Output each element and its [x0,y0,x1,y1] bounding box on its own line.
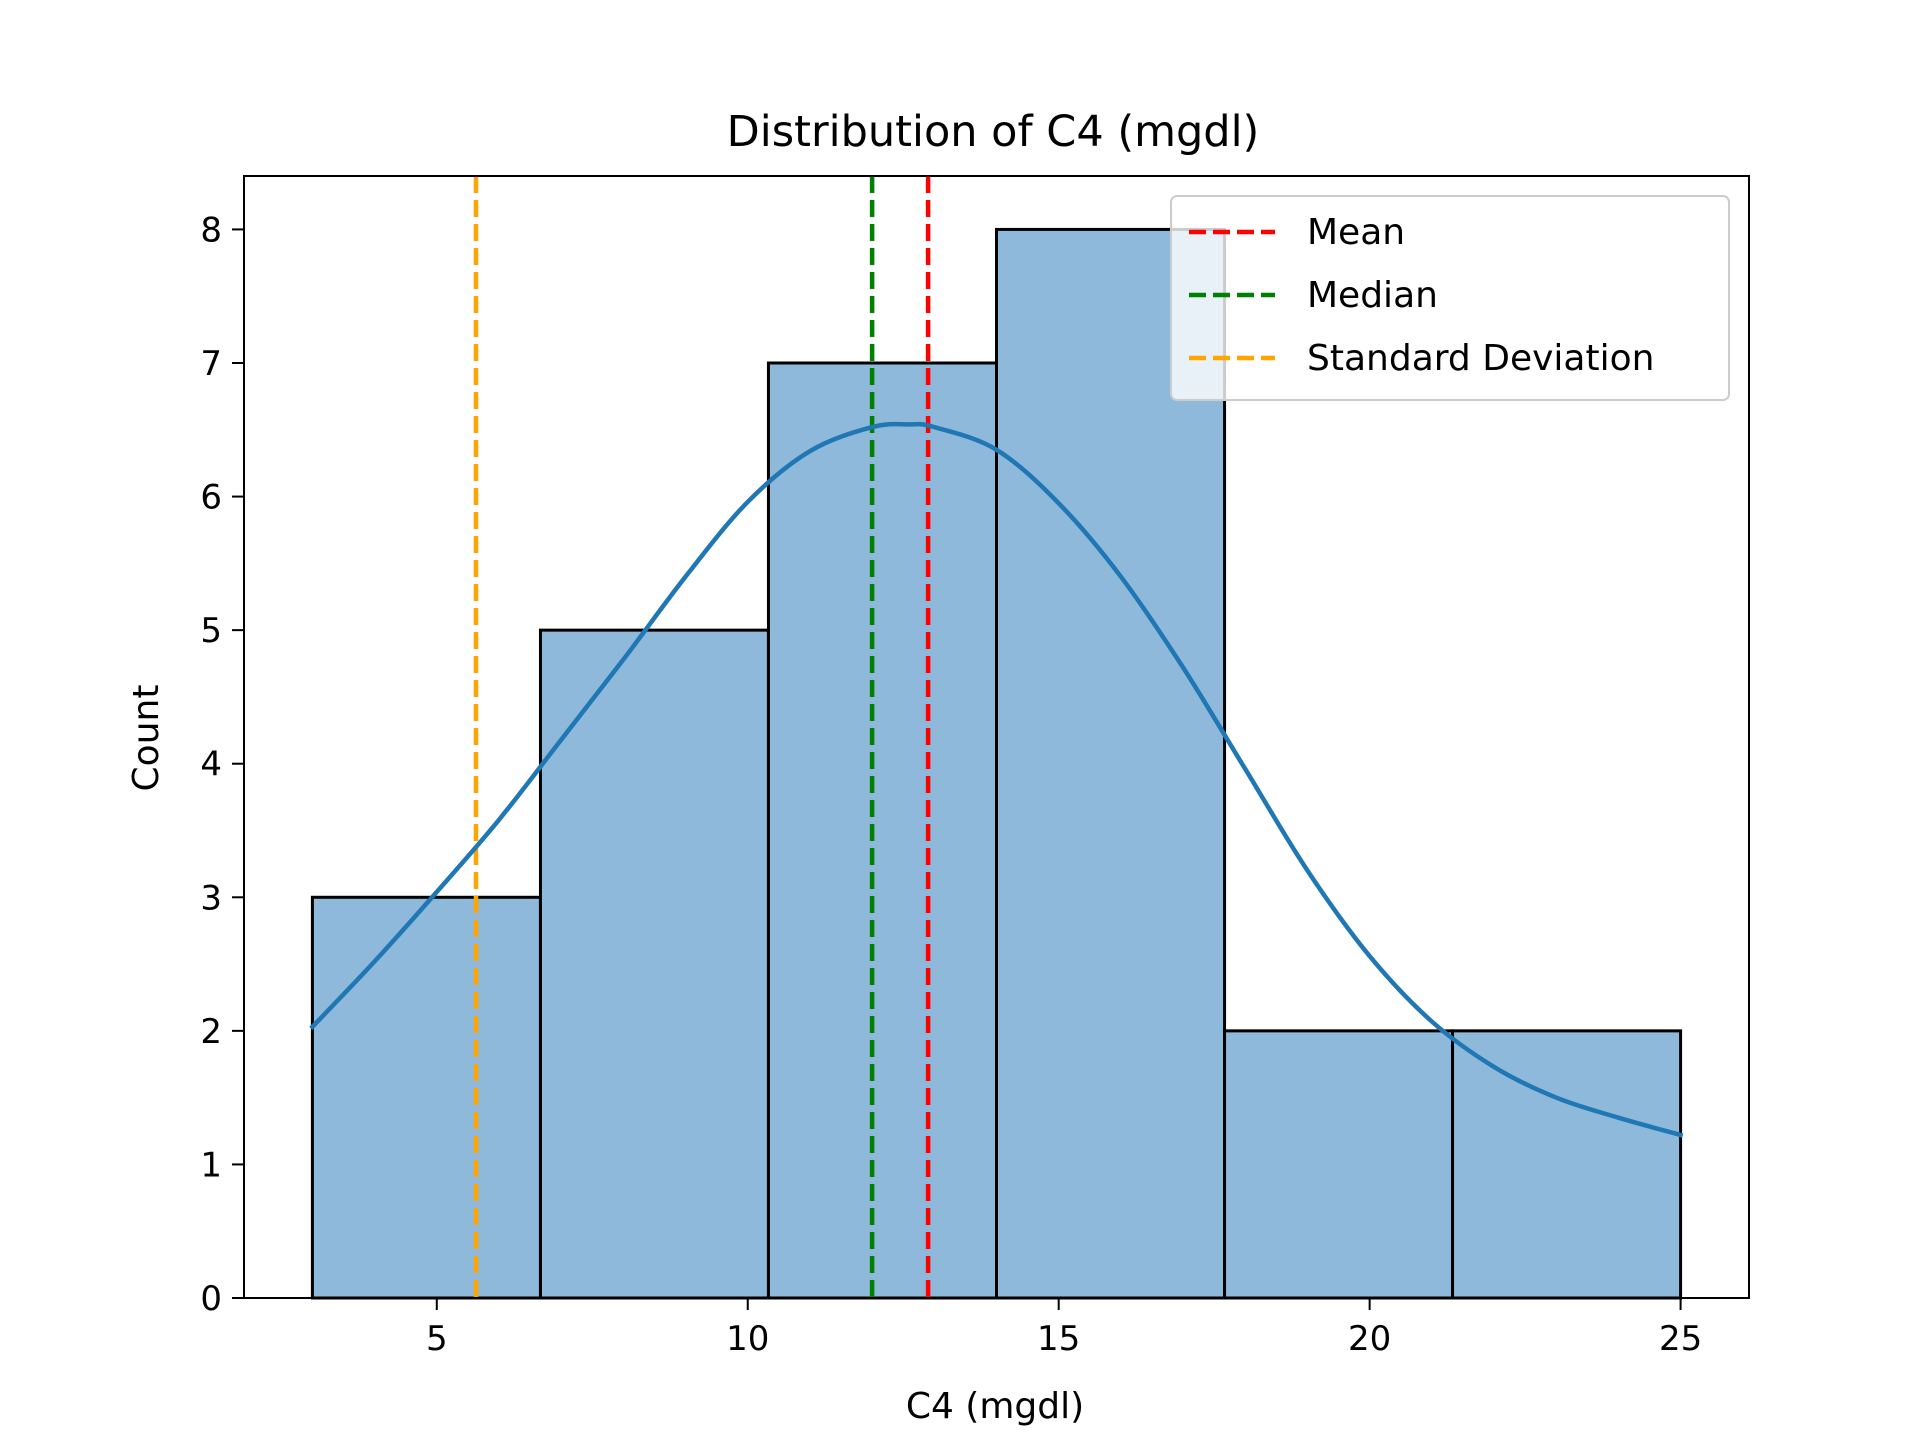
histogram-bars [310,227,1683,1300]
legend-label-standard-deviation: Standard Deviation [1307,338,1654,379]
y-tick-label-8: 8 [200,210,222,250]
y-tick-label-6: 6 [200,478,222,518]
x-axis-label: C4 (mgdl) [906,1386,1084,1427]
y-tick-label-7: 7 [200,344,222,384]
y-tick-label-3: 3 [200,878,222,918]
histogram-bar-4 [1223,1029,1455,1300]
y-tick-label-5: 5 [200,611,222,651]
plot-frame [243,175,1750,1299]
histogram-bar-2 [766,361,998,1300]
kde-curve-group [309,421,1684,1138]
kde-curve [309,421,1684,1138]
y-tick-label-4: 4 [200,745,222,785]
histogram-bar-0 [310,895,542,1300]
x-axis-ticks: 5 10 15 20 25 [426,1298,1702,1359]
y-axis-ticks: 0 1 2 3 4 5 6 7 8 [200,210,244,1319]
x-tick-label-10: 10 [726,1319,769,1359]
histogram-bar-3 [995,227,1227,1300]
x-tick-label-20: 20 [1348,1319,1391,1359]
legend: Mean Median Standard Deviation [1170,195,1730,401]
legend-box [1170,195,1730,401]
reference-lines [473,176,931,1298]
histogram-bar-1 [538,628,770,1300]
y-tick-label-1: 1 [200,1145,222,1185]
x-tick-label-25: 25 [1659,1319,1702,1359]
chart-title: Distribution of C4 (mgdl) [727,107,1260,157]
x-tick-label-15: 15 [1037,1319,1080,1359]
y-axis-label: Count [126,685,167,792]
y-tick-label-2: 2 [200,1012,222,1052]
legend-label-mean: Mean [1307,212,1405,253]
y-tick-label-0: 0 [200,1279,222,1319]
x-tick-label-5: 5 [426,1319,448,1359]
legend-label-median: Median [1307,275,1438,316]
histogram-bar-5 [1451,1029,1683,1300]
